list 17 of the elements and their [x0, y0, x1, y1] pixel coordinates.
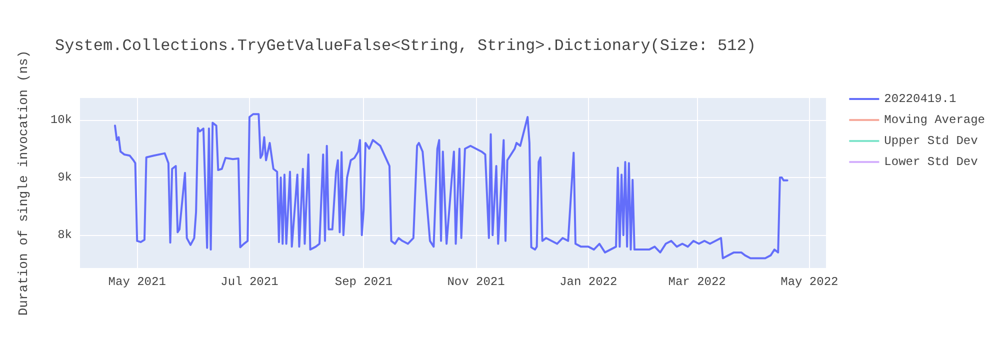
chart-title: System.Collections.TryGetValueFalse<String, String>.Dictionary(Size: 512): [55, 37, 756, 55]
y-tick-label: 9k: [58, 170, 72, 185]
y-axis-title: Duration of single invocation (ns): [16, 50, 31, 316]
legend-label: Upper Std Dev: [884, 134, 978, 148]
legend-label: 20220419.1: [884, 92, 956, 106]
x-tick-label: May 2022: [780, 275, 838, 289]
legend-label: Moving Average: [884, 113, 986, 127]
line-series: [114, 113, 788, 260]
legend-label: Lower Std Dev: [884, 155, 978, 169]
x-tick-label: Nov 2021: [447, 275, 505, 289]
y-tick-label: 8k: [58, 228, 72, 242]
x-tick-label: Sep 2021: [334, 275, 392, 289]
x-tick-label: Mar 2022: [668, 275, 726, 289]
x-tick-label: May 2021: [108, 275, 166, 289]
y-tick-label: 10k: [50, 112, 72, 127]
x-tick-label: Jan 2022: [560, 275, 618, 289]
x-tick-label: Jul 2021: [220, 275, 278, 289]
